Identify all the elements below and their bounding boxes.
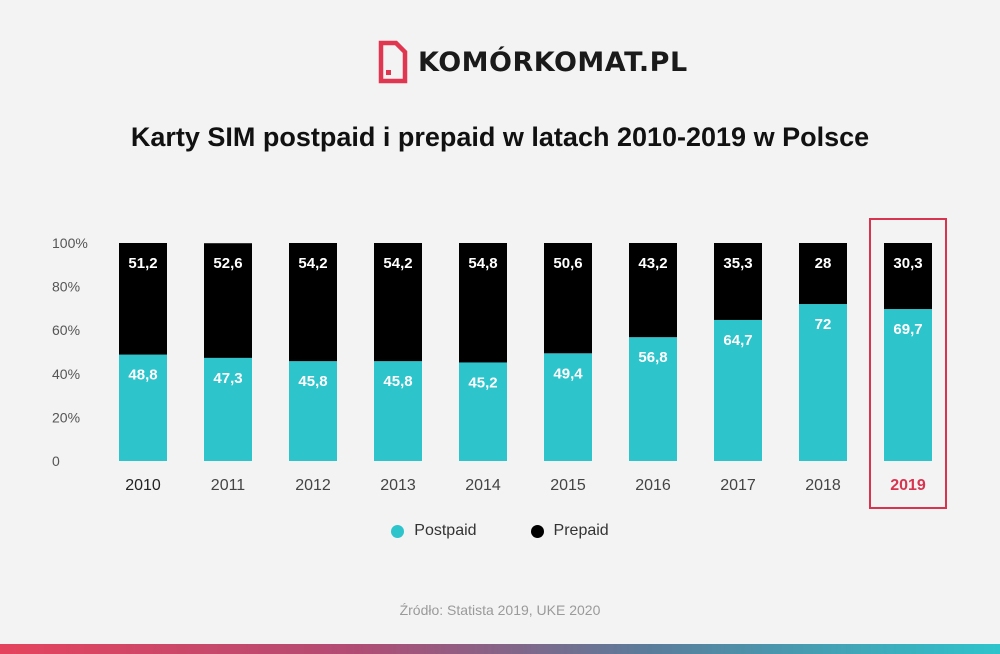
logo-text: KOMÓRKOMAT.PL [418, 46, 688, 78]
bar-prepaid-2012 [289, 243, 337, 362]
x-tick-label-2013: 2013 [380, 477, 416, 494]
bar-prepaid-2016 [629, 243, 677, 338]
data-label-prepaid-2013: 54,2 [383, 255, 412, 272]
y-tick-label: 40% [52, 366, 80, 382]
data-label-prepaid-2016: 43,2 [638, 255, 667, 272]
data-label-prepaid-2011: 52,6 [213, 255, 242, 272]
data-label-prepaid-2015: 50,6 [553, 255, 582, 272]
data-label-postpaid-2014: 45,2 [468, 374, 497, 391]
bottom-gradient-bar [0, 644, 1000, 654]
x-tick-label-2015: 2015 [550, 477, 586, 494]
x-tick-label-2011: 2011 [211, 477, 246, 494]
bar-prepaid-2011 [204, 243, 252, 358]
data-label-prepaid-2010: 51,2 [128, 255, 157, 272]
y-tick-label: 100% [52, 235, 88, 251]
bar-postpaid-2016 [629, 337, 677, 461]
bar-prepaid-2019 [884, 243, 932, 310]
bar-postpaid-2011 [204, 357, 252, 461]
x-tick-label-2014: 2014 [465, 477, 501, 494]
bar-postpaid-2015 [544, 353, 592, 461]
bar-postpaid-2019 [884, 309, 932, 461]
data-label-postpaid-2013: 45,8 [383, 373, 412, 390]
data-label-prepaid-2014: 54,8 [468, 255, 497, 272]
y-tick-label: 60% [52, 322, 80, 338]
legend-label-prepaid: Prepaid [553, 522, 609, 539]
y-tick-label: 20% [52, 409, 80, 425]
data-label-postpaid-2019: 69,7 [893, 321, 922, 338]
data-label-prepaid-2019: 30,3 [893, 255, 922, 272]
legend-item-prepaid: Prepaid [530, 522, 609, 540]
bar-prepaid-2015 [544, 243, 592, 354]
bar-postpaid-2010 [119, 354, 167, 461]
source-note: Źródło: Statista 2019, UKE 2020 [399, 602, 601, 618]
data-label-prepaid-2018: 28 [815, 255, 832, 272]
data-label-prepaid-2017: 35,3 [723, 255, 752, 272]
logo: KOMÓRKOMAT.PL [378, 40, 688, 84]
bar-postpaid-2013 [374, 361, 422, 461]
data-label-postpaid-2010: 48,8 [128, 367, 157, 384]
bar-prepaid-2018 [799, 243, 847, 305]
data-label-prepaid-2012: 54,2 [298, 255, 327, 272]
legend: Postpaid Prepaid [0, 522, 1000, 540]
legend-dot-prepaid [530, 524, 544, 538]
data-label-postpaid-2015: 49,4 [553, 365, 583, 382]
x-tick-label-2010: 2010 [125, 477, 161, 494]
bar-prepaid-2014 [459, 243, 507, 363]
legend-label-postpaid: Postpaid [414, 522, 477, 539]
chart-title: Karty SIM postpaid i prepaid w latach 20… [130, 122, 870, 152]
sim-card-icon [378, 40, 408, 84]
bar-postpaid-2012 [289, 361, 337, 461]
legend-item-postpaid: Postpaid [391, 522, 477, 540]
x-tick-label-2012: 2012 [295, 477, 331, 494]
highlight-box-2019 [869, 218, 947, 509]
bar-prepaid-2010 [119, 243, 167, 355]
x-tick-label-2017: 2017 [720, 477, 756, 494]
data-label-postpaid-2017: 64,7 [723, 332, 752, 349]
x-tick-label-2016: 2016 [635, 477, 671, 494]
bar-postpaid-2018 [799, 304, 847, 461]
x-tick-label-2019: 2019 [890, 477, 926, 494]
x-tick-label-2018: 2018 [805, 477, 841, 494]
data-label-postpaid-2011: 47,3 [213, 370, 242, 387]
data-label-postpaid-2016: 56,8 [638, 349, 667, 366]
data-label-postpaid-2018: 72 [815, 316, 832, 333]
legend-dot-postpaid [391, 524, 405, 538]
bar-prepaid-2017 [714, 243, 762, 320]
bar-prepaid-2013 [374, 243, 422, 362]
bar-postpaid-2017 [714, 319, 762, 461]
y-tick-label: 80% [52, 279, 80, 295]
data-label-postpaid-2012: 45,8 [298, 373, 327, 390]
y-tick-label: 0 [52, 453, 60, 469]
bar-postpaid-2014 [459, 362, 507, 461]
